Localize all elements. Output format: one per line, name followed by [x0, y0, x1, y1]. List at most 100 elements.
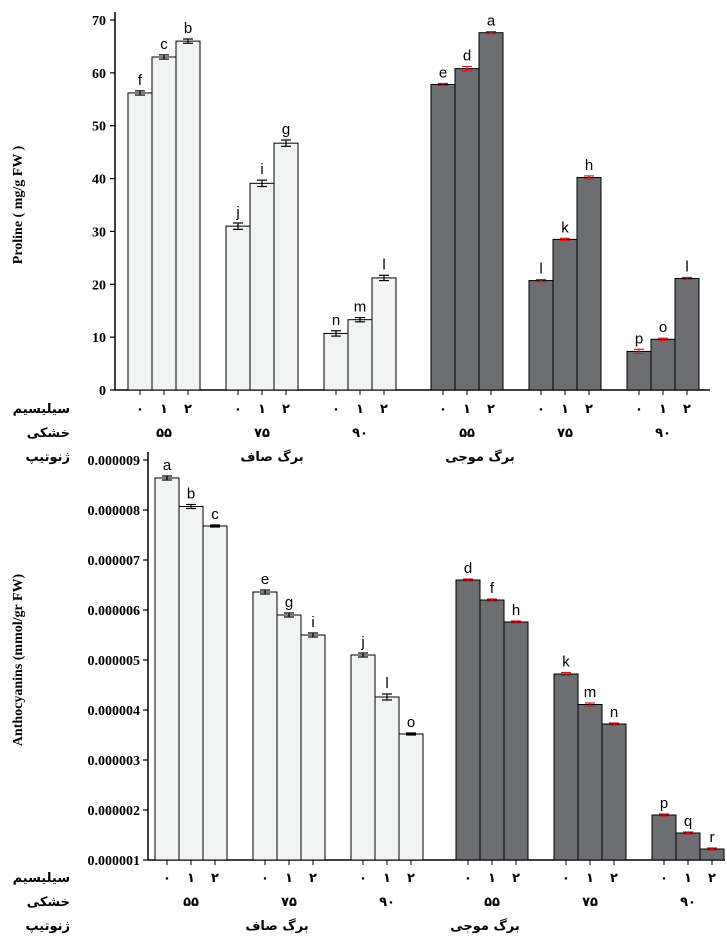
- bar: [300, 634, 326, 861]
- significance-letter: c: [160, 36, 168, 53]
- significance-letter: d: [463, 48, 471, 65]
- silicon-level-label: ۱: [258, 402, 266, 417]
- y-tick-label: 0.000002: [88, 804, 141, 819]
- y-tick-label: 30: [92, 225, 106, 240]
- bar: [601, 723, 627, 861]
- bar: [398, 733, 424, 861]
- y-tick-label: 0.000004: [88, 704, 141, 719]
- significance-letter: n: [610, 704, 618, 721]
- significance-letter: f: [490, 580, 495, 597]
- significance-letter: b: [187, 486, 195, 503]
- silicon-level-label: ۱: [285, 871, 293, 886]
- bar: [503, 621, 529, 861]
- y-axis-label: Anthocyanins (mmol/gr FW): [11, 573, 26, 746]
- significance-letter: h: [585, 157, 593, 174]
- chart-1: Proline ( mg/g FW ) 0 10 20 30 40 50 60 70 سیلیسی…: [11, 12, 710, 465]
- silicon-level-label: ۲: [380, 402, 388, 417]
- silicon-level-label: ۰: [464, 871, 472, 886]
- bar: [323, 332, 349, 391]
- drought-level-label: ۷۵: [254, 426, 270, 441]
- silicon-level-label: ۱: [561, 402, 569, 417]
- significance-letter: p: [635, 330, 643, 347]
- silicon-level-label: ۱: [160, 402, 168, 417]
- y-tick-label: 0.000009: [88, 454, 141, 469]
- y-tick-label: 10: [92, 331, 106, 346]
- significance-letter: g: [285, 594, 293, 611]
- drought-level-label: ۵۵: [459, 426, 475, 441]
- bar: [454, 68, 480, 391]
- significance-letter: m: [584, 684, 597, 701]
- bar: [151, 56, 177, 391]
- drought-level-label: ۹۰: [655, 426, 671, 441]
- bar: [553, 673, 579, 861]
- significance-letter: r: [710, 829, 715, 846]
- bar: [576, 177, 602, 391]
- bar: [552, 238, 578, 391]
- significance-letter: c: [211, 506, 219, 523]
- silicon-level-label: ۲: [487, 402, 495, 417]
- significance-letter: d: [464, 560, 472, 577]
- y-axis-label: Proline ( mg/g FW ): [11, 145, 26, 264]
- y-tick-label: 0.000005: [88, 654, 141, 669]
- bar: [178, 506, 204, 861]
- significance-letter: o: [659, 319, 667, 336]
- silicon-level-label: ۱: [187, 871, 195, 886]
- genotype-label: برگ صاف: [245, 917, 308, 934]
- significance-letter: q: [684, 813, 692, 830]
- y-tick-label: 0: [99, 384, 106, 399]
- genotype-label: برگ موجی: [450, 917, 520, 934]
- significance-letter: a: [487, 13, 496, 30]
- bar: [347, 319, 373, 391]
- silicon-level-label: ۰: [562, 871, 570, 886]
- y-tick-label: 0.000003: [88, 754, 141, 769]
- significance-letter: h: [512, 602, 520, 619]
- drought-level-label: ۵۵: [183, 895, 199, 910]
- bar: [577, 704, 603, 861]
- bar: [249, 182, 275, 391]
- significance-letter: l: [539, 261, 542, 278]
- silicon-level-label: ۰: [332, 402, 340, 417]
- chart-2: Anthocyanins (mmol/gr FW) 0.000001 0.00000…: [11, 452, 725, 934]
- row-label-genotype: ژنوتیپ: [26, 450, 70, 465]
- silicon-level-label: ۰: [359, 871, 367, 886]
- significance-letter: l: [385, 675, 388, 692]
- significance-letter: o: [407, 714, 415, 731]
- bar: [202, 525, 228, 861]
- bar: [699, 848, 725, 861]
- bar: [675, 832, 701, 861]
- genotype-label: برگ موجی: [445, 448, 515, 465]
- significance-letter: i: [311, 614, 314, 631]
- significance-letter: n: [332, 312, 340, 329]
- silicon-level-label: ۰: [635, 402, 643, 417]
- significance-letter: l: [382, 256, 385, 273]
- significance-letter: e: [261, 571, 269, 588]
- silicon-level-label: ۱: [684, 871, 692, 886]
- drought-level-label: ۹۰: [379, 895, 395, 910]
- bar: [273, 142, 299, 391]
- silicon-level-label: ۰: [234, 402, 242, 417]
- bar: [276, 614, 302, 861]
- row-label-drought: خشکی: [27, 426, 70, 441]
- bar: [479, 599, 505, 861]
- silicon-level-label: ۰: [439, 402, 447, 417]
- y-tick-label: 60: [92, 67, 106, 82]
- bar: [478, 32, 504, 391]
- y-tick-label: 70: [92, 14, 106, 29]
- drought-level-label: ۹۰: [352, 426, 368, 441]
- silicon-level-label: ۱: [488, 871, 496, 886]
- bar: [626, 350, 652, 391]
- significance-letter: i: [260, 161, 263, 178]
- bar: [175, 40, 201, 391]
- silicon-level-label: ۲: [282, 402, 290, 417]
- silicon-level-label: ۲: [184, 402, 192, 417]
- significance-letter: j: [235, 204, 239, 221]
- significance-letter: j: [360, 634, 364, 651]
- silicon-level-label: ۰: [136, 402, 144, 417]
- silicon-level-label: ۲: [585, 402, 593, 417]
- silicon-level-label: ۱: [586, 871, 594, 886]
- bar: [455, 579, 481, 861]
- silicon-level-label: ۱: [463, 402, 471, 417]
- y-tick-label: 20: [92, 278, 106, 293]
- significance-letter: m: [354, 299, 367, 316]
